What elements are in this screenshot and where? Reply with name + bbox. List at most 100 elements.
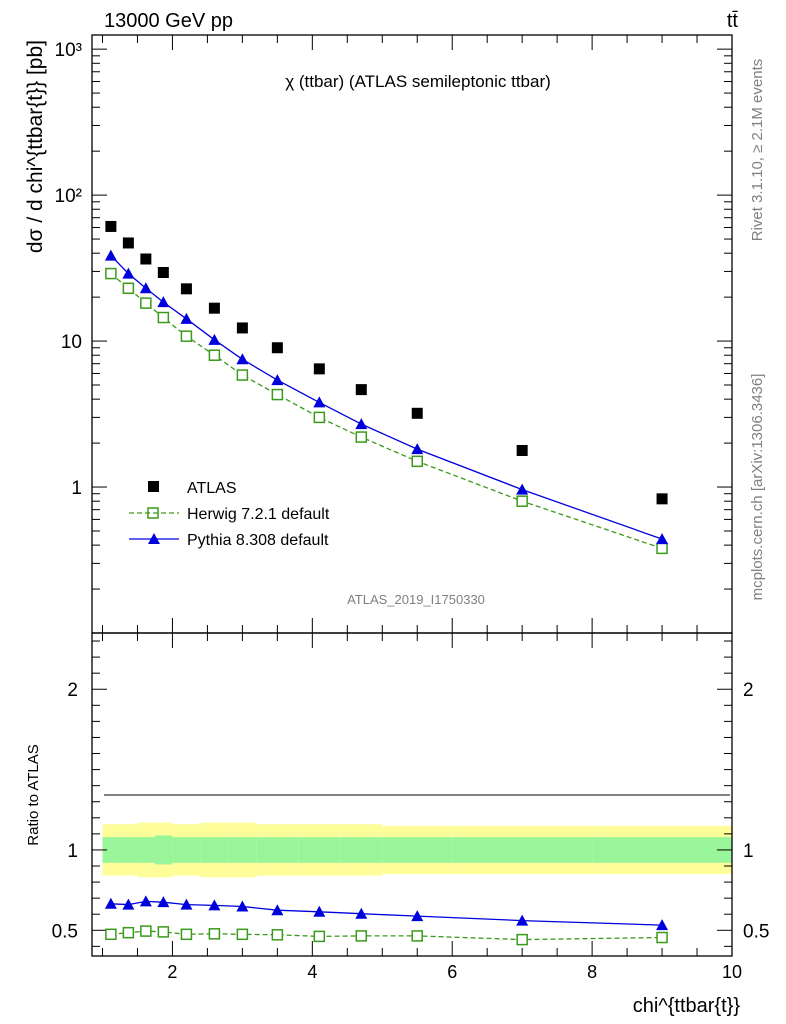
atlas-point: [122, 237, 134, 249]
pythia-point: [122, 267, 135, 279]
y-tick-label: 10³: [55, 40, 82, 61]
atlas-point: [411, 407, 423, 419]
pythia-ratio-point: [180, 898, 193, 910]
energy-label: 13000 GeV pp: [104, 10, 233, 32]
atlas-point: [271, 342, 283, 354]
ratio-panel: Ratio to ATLAS 0.5 0.5 1 1 2 2 2 4 6 8 10 chi^{tt…: [25, 632, 769, 1017]
main-title: χ (ttbar) (ATLAS semileptonic ttbar): [285, 72, 551, 91]
pythia-point: [104, 249, 117, 261]
atlas-point: [313, 363, 325, 375]
y-tick-label: 0.5: [52, 921, 78, 942]
herwig-ratio-point: [105, 928, 117, 941]
analysis-id-label: ATLAS_2019_I1750330: [347, 592, 485, 607]
ratio-frame: [91, 632, 733, 957]
x-tick-label: 6: [447, 962, 457, 982]
uncertainty-band-stat: [256, 837, 299, 863]
herwig-point: [313, 411, 326, 424]
herwig-point: [105, 267, 117, 280]
uncertainty-band-stat: [137, 837, 155, 863]
herwig-point: [157, 311, 170, 324]
x-tick-label: 2: [167, 962, 177, 982]
atlas-point: [180, 283, 192, 295]
pythia-ratio-point: [157, 896, 170, 908]
pythia-point: [355, 418, 368, 430]
atlas-point: [516, 444, 528, 456]
herwig-ratio-point: [516, 933, 528, 946]
herwig-ratio-line: [110, 930, 663, 941]
pythia-point: [516, 483, 529, 495]
legend-marker-atlas: [148, 481, 159, 492]
herwig-point: [656, 542, 668, 555]
y-tick-label: 10: [61, 332, 82, 353]
pythia-point: [411, 443, 424, 455]
pythia-ratio-point: [271, 904, 284, 916]
ratio-ylabel: Ratio to ATLAS: [25, 744, 42, 845]
pythia-ratio-point: [208, 899, 221, 911]
uncertainty-band-stat: [102, 837, 120, 863]
pythia-ratio-point: [313, 905, 326, 917]
rivet-label: Rivet 3.1.10, ≥ 2.1M events: [749, 59, 766, 242]
pythia-point: [313, 396, 326, 408]
uncertainty-band-stat: [228, 837, 257, 863]
main-ylabel: dσ / d chi^{ttbar{t}} [pb]: [24, 40, 47, 253]
y-tick-label-right: 0.5: [743, 921, 769, 942]
herwig-ratio-point: [140, 925, 152, 937]
uncertainty-band-stat: [452, 837, 593, 863]
y-tick-label-right: 2: [743, 680, 754, 701]
y-tick-label: 1: [67, 841, 78, 862]
herwig-ratio-point: [656, 931, 668, 944]
main-panel: χ (ttbar) (ATLAS semileptonic ttbar) dσ …: [24, 34, 733, 634]
uncertainty-band-stat: [154, 835, 173, 865]
uncertainty-band-stat: [172, 837, 201, 863]
mcplots-label: mcplots.cern.ch [arXiv:1306.3436]: [749, 374, 766, 601]
herwig-point: [355, 431, 368, 443]
atlas-point: [355, 384, 367, 396]
atlas-point: [157, 266, 169, 278]
legend-label-herwig: Herwig 7.2.1 default: [187, 506, 330, 523]
process-label: tt̄: [727, 10, 739, 32]
legend: ATLAS Herwig 7.2.1 default Pythia 8.308 …: [129, 480, 330, 549]
x-tick-label: 4: [307, 962, 317, 982]
atlas-point: [140, 253, 152, 265]
pythia-point: [180, 312, 193, 324]
uncertainty-band-stat: [340, 837, 383, 863]
legend-marker-pythia: [148, 533, 160, 544]
y-tick-label-right: 1: [743, 841, 754, 862]
pythia-ratio-point: [104, 897, 117, 909]
atlas-point: [656, 493, 668, 505]
herwig-point: [122, 282, 135, 295]
herwig-ratio-point: [122, 926, 135, 939]
pythia-ratio-point: [355, 907, 368, 919]
uncertainty-band-stat: [200, 837, 229, 863]
atlas-point: [236, 322, 248, 334]
uncertainty-band-stat: [119, 837, 138, 863]
y-tick-label: 1: [71, 478, 82, 499]
pythia-point: [236, 353, 249, 365]
herwig-ratio-point: [157, 926, 170, 938]
herwig-point: [208, 349, 221, 361]
y-tick-label: 10²: [55, 186, 82, 207]
atlas-point: [105, 220, 117, 232]
herwig-ratio-point: [411, 930, 423, 942]
x-axis-label: chi^{ttbar{t}}: [633, 995, 741, 1017]
herwig-ratio-point: [208, 928, 221, 940]
herwig-ratio-point: [271, 929, 284, 941]
uncertainty-band-stat: [592, 837, 732, 863]
x-tick-label: 8: [587, 962, 597, 982]
uncertainty-band-stat: [298, 837, 341, 863]
legend-label-pythia: Pythia 8.308 default: [187, 532, 329, 549]
pythia-point: [157, 296, 170, 308]
herwig-ratio-point: [313, 930, 326, 943]
pythia-point: [656, 533, 669, 545]
pythia-ratio-point: [236, 900, 249, 912]
herwig-ratio-point: [180, 928, 193, 941]
pythia-point: [139, 282, 152, 294]
pythia-ratio-point: [139, 895, 152, 907]
atlas-point: [208, 302, 220, 314]
herwig-point: [516, 495, 528, 507]
x-tick-label: 10: [722, 962, 742, 982]
herwig-point: [180, 330, 193, 342]
herwig-point: [271, 388, 284, 401]
herwig-ratio-point: [236, 928, 249, 941]
